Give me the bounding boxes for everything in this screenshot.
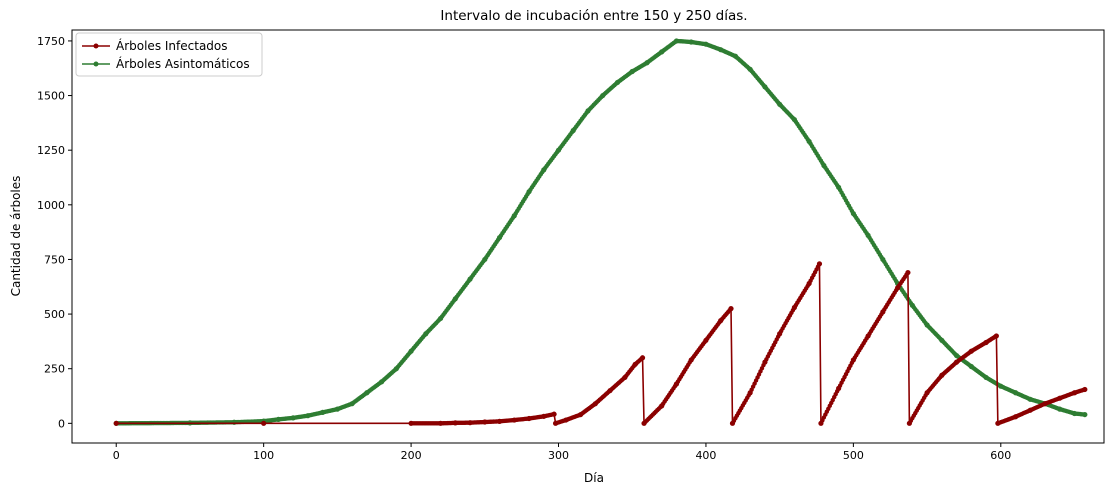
series-point-infectados: [261, 420, 267, 426]
legend-marker-infectados: [93, 43, 99, 49]
y-tick-label: 500: [44, 308, 65, 321]
series-point-infectados: [905, 269, 911, 276]
y-tick-label: 750: [44, 253, 65, 266]
x-tick-label: 0: [113, 449, 120, 462]
series-point-infectados: [1082, 386, 1088, 393]
x-tick-label: 500: [843, 449, 864, 462]
axes-frame: [71, 29, 1105, 444]
series-point-infectados: [816, 261, 823, 267]
y-tick-label: 0: [58, 417, 65, 430]
legend-marker-asintomaticos: [93, 61, 99, 67]
series-point-infectados: [639, 355, 646, 361]
series-point-infectados: [728, 306, 734, 312]
series-point-infectados: [551, 411, 557, 417]
legend-label-asintomaticos: Árboles Asintomáticos: [116, 56, 250, 71]
y-tick-label: 1750: [37, 35, 65, 48]
series-point-asintomaticos: [1082, 411, 1088, 418]
y-tick-label: 1250: [37, 144, 65, 157]
x-axis-label: Día: [584, 471, 604, 485]
y-tick-label: 1500: [37, 90, 65, 103]
series-point-infectados: [993, 333, 999, 339]
y-tick-label: 1000: [37, 199, 65, 212]
axis-ticks: 0 100 200 300 400 500 600 0 250 500 750 1000 1250 150…: [37, 35, 1011, 462]
series-point-infectados: [113, 420, 119, 426]
y-axis-label: Cantidad de árboles: [9, 176, 23, 297]
plot-area: [113, 38, 1088, 426]
x-tick-label: 400: [695, 449, 716, 462]
legend: Árboles Infectados Árboles Asintomáticos: [75, 32, 263, 77]
x-tick-label: 100: [253, 449, 274, 462]
x-tick-label: 600: [990, 449, 1011, 462]
legend-box: [75, 32, 263, 77]
x-tick-label: 300: [548, 449, 569, 462]
x-tick-label: 200: [401, 449, 422, 462]
y-tick-label: 250: [44, 363, 65, 376]
legend-label-infectados: Árboles Infectados: [116, 38, 228, 53]
chart-title: Intervalo de incubación entre 150 y 250 …: [440, 8, 747, 24]
